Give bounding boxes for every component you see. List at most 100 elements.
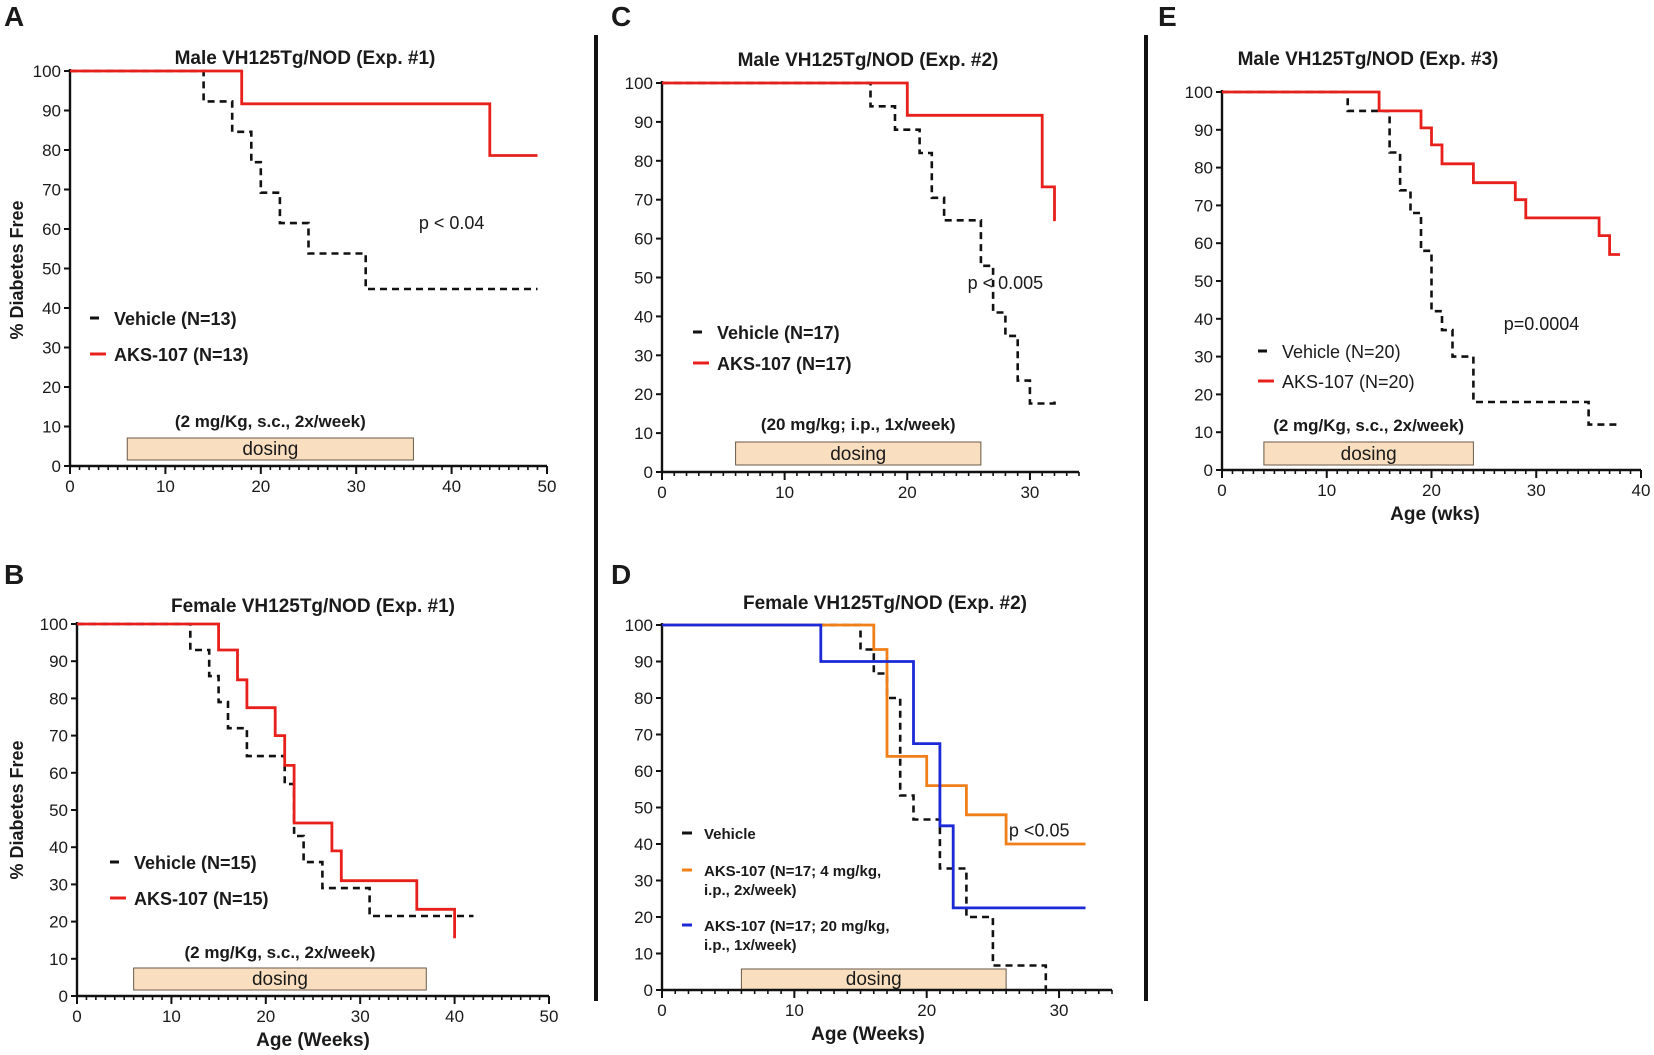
chart-title: Male VH125Tg/NOD (Exp. #2) [738, 50, 999, 71]
panel-label-b: B [4, 559, 24, 590]
legend-entry: Vehicle (N=20) [1282, 342, 1401, 362]
p-value-annotation: p < 0.04 [419, 213, 485, 233]
y-axis-label: % Diabetes Free [7, 740, 27, 879]
x-tick-label: 40 [1632, 481, 1651, 500]
y-tick-label: 90 [42, 102, 61, 121]
p-value-annotation: p <0.05 [1009, 821, 1070, 841]
y-tick-label: 40 [634, 835, 653, 854]
series-line-aks-107-1 [662, 623, 1086, 846]
y-tick-label: 20 [1194, 385, 1213, 404]
x-tick-label: 20 [251, 477, 270, 496]
y-tick-label: 10 [634, 424, 653, 443]
p-value-annotation: p=0.0004 [1504, 314, 1580, 334]
panel-label-e: E [1158, 1, 1177, 32]
chart-panels: Male VH125Tg/NOD (Exp. #1) % Diabetes Fre… [7, 48, 1650, 1051]
dosing-bar [735, 441, 982, 466]
panel-label-c: C [611, 1, 631, 32]
x-tick-label: 10 [1317, 481, 1336, 500]
legend-entry: Vehicle [704, 826, 756, 843]
legend-entry: Vehicle (N=15) [134, 853, 257, 873]
x-tick-label: 10 [775, 483, 794, 502]
dosing-regimen: (2 mg/Kg, s.c., 2x/week) [175, 412, 366, 431]
x-tick-label: 30 [1527, 481, 1546, 500]
series-line-aks-107-1 [77, 622, 457, 939]
y-tick-label: 10 [634, 945, 653, 964]
x-axis-label: Age (wks) [1390, 504, 1480, 525]
y-tick-label: 30 [634, 872, 653, 891]
x-tick-label: 0 [72, 1007, 81, 1026]
y-tick-label: 60 [42, 220, 61, 239]
y-tick-label: 10 [1194, 423, 1213, 442]
x-tick-label: 40 [442, 477, 461, 496]
y-tick-label: 10 [42, 418, 61, 437]
y-tick-label: 0 [644, 981, 653, 1000]
x-tick-label: 20 [256, 1007, 275, 1026]
y-axis-label: % Diabetes Free [7, 200, 27, 339]
y-tick-label: 40 [49, 838, 68, 857]
y-tick-label: 80 [634, 689, 653, 708]
x-tick-label: 30 [351, 1007, 370, 1026]
y-tick-label: 0 [644, 463, 653, 482]
y-tick-label: 0 [1204, 461, 1213, 480]
y-tick-label: 40 [1194, 310, 1213, 329]
x-tick-label: 0 [657, 483, 666, 502]
chart-title: Female VH125Tg/NOD (Exp. #1) [171, 596, 455, 617]
panel-label-a: A [4, 1, 24, 32]
y-tick-label: 0 [59, 987, 68, 1006]
legend-entry: AKS-107 (N=17; 20 mg/kg, i.p., 1x/week) [704, 918, 890, 954]
chart-c: Male VH125Tg/NOD (Exp. #2) dosing (20 mg/k… [625, 50, 1080, 502]
x-tick-label: 10 [162, 1007, 181, 1026]
x-tick-label: 0 [1217, 481, 1226, 500]
series-line-vehicle [662, 623, 1048, 990]
legend-entry: AKS-107 (N=20) [1282, 372, 1415, 392]
legend-entry: AKS-107 (N=17) [717, 354, 852, 374]
y-tick-label: 20 [634, 385, 653, 404]
chart-title: Male VH125Tg/NOD (Exp. #1) [175, 48, 436, 69]
chart-a: Male VH125Tg/NOD (Exp. #1) % Diabetes Fre… [7, 48, 556, 496]
y-tick-label: 30 [1194, 348, 1213, 367]
x-tick-label: 20 [1422, 481, 1441, 500]
x-tick-label: 0 [657, 1001, 666, 1020]
y-tick-label: 50 [42, 260, 61, 279]
y-tick-label: 30 [42, 339, 61, 358]
series-line-vehicle [1222, 90, 1620, 426]
panel-label-d: D [611, 559, 631, 590]
y-tick-label: 60 [634, 230, 653, 249]
series-line-aks-107-2 [662, 623, 1086, 910]
y-tick-label: 50 [634, 269, 653, 288]
x-tick-label: 20 [917, 1001, 936, 1020]
x-tick-label: 20 [898, 483, 917, 502]
dosing-regimen: (20 mg/kg; i.p., 1x/week) [761, 415, 956, 434]
p-value-annotation: p < 0.005 [968, 273, 1044, 293]
x-tick-label: 50 [540, 1007, 559, 1026]
chart-e: Male VH125Tg/NOD (Exp. #3) Age (wks) dosin… [1185, 49, 1651, 525]
y-tick-label: 50 [49, 801, 68, 820]
series-line-aks-107-1 [1222, 90, 1620, 256]
dosing-regimen: (2 mg/Kg, s.c., 2x/week) [1273, 416, 1464, 435]
y-tick-label: 90 [634, 653, 653, 672]
series-line-aks-107-1 [662, 81, 1056, 222]
y-tick-label: 60 [1194, 234, 1213, 253]
y-tick-label: 90 [49, 652, 68, 671]
y-tick-label: 100 [625, 616, 653, 635]
dosing-bar [1263, 441, 1474, 466]
y-tick-label: 80 [42, 141, 61, 160]
series-line-vehicle [70, 69, 538, 291]
dosing-regimen: (2 mg/Kg, s.c., 2x/week) [185, 943, 376, 962]
dosing-label: dosing [242, 439, 298, 460]
y-tick-label: 100 [40, 615, 68, 634]
y-tick-label: 80 [49, 689, 68, 708]
x-tick-label: 40 [445, 1007, 464, 1026]
x-tick-label: 30 [1050, 1001, 1069, 1020]
y-tick-label: 80 [1194, 159, 1213, 178]
legend-entry: AKS-107 (N=17; 4 mg/kg, i.p., 2x/week) [704, 863, 881, 899]
y-tick-label: 70 [634, 726, 653, 745]
chart-title: Female VH125Tg/NOD (Exp. #2) [743, 593, 1027, 614]
y-tick-label: 90 [634, 113, 653, 132]
y-tick-label: 50 [1194, 272, 1213, 291]
dosing-label: dosing [1341, 444, 1397, 465]
legend-entry: Vehicle (N=17) [717, 323, 840, 343]
y-tick-label: 90 [1194, 121, 1213, 140]
y-tick-label: 30 [49, 875, 68, 894]
y-tick-label: 100 [625, 74, 653, 93]
